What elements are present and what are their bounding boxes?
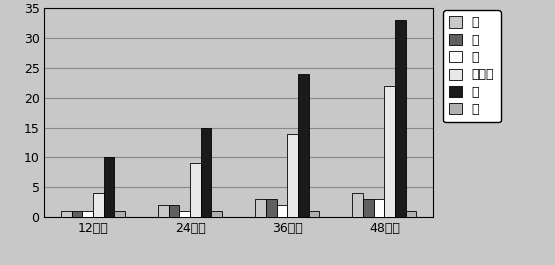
Bar bbox=[395, 20, 406, 217]
Bar bbox=[352, 193, 363, 217]
Bar bbox=[82, 211, 93, 217]
Bar bbox=[114, 211, 125, 217]
Bar bbox=[363, 199, 374, 217]
Bar bbox=[287, 134, 298, 217]
Bar bbox=[211, 211, 222, 217]
Bar bbox=[158, 205, 169, 217]
Bar bbox=[255, 199, 266, 217]
Bar bbox=[374, 199, 385, 217]
Bar bbox=[406, 211, 416, 217]
Legend: 氮, 磷, 锂, 有机物, 水, 盐: 氮, 磷, 锂, 有机物, 水, 盐 bbox=[443, 10, 501, 122]
Bar bbox=[385, 86, 395, 217]
Bar bbox=[169, 205, 179, 217]
Bar bbox=[298, 74, 309, 217]
Bar bbox=[190, 164, 201, 217]
Bar bbox=[276, 205, 287, 217]
Bar bbox=[104, 157, 114, 217]
Bar bbox=[61, 211, 72, 217]
Bar bbox=[72, 211, 82, 217]
Bar bbox=[266, 199, 276, 217]
Bar bbox=[201, 127, 211, 217]
Bar bbox=[179, 211, 190, 217]
Bar bbox=[93, 193, 104, 217]
Bar bbox=[309, 211, 319, 217]
